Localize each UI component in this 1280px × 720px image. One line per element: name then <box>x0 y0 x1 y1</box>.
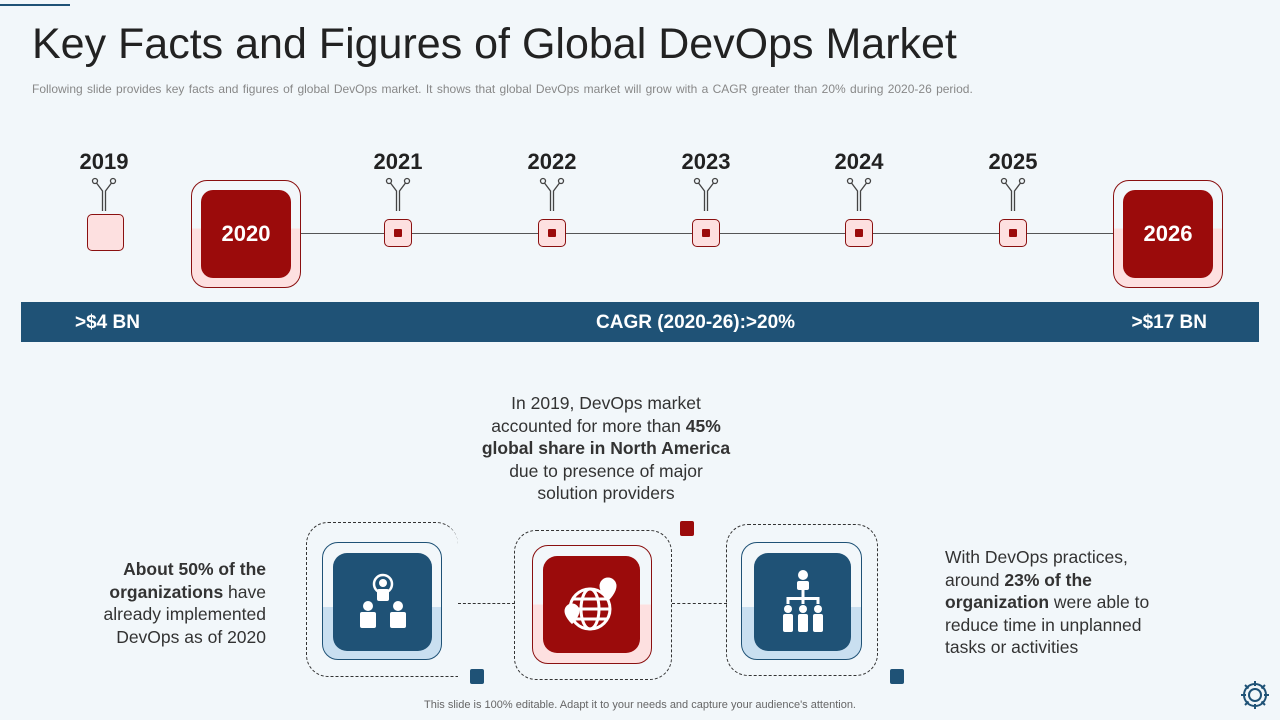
fact-line: organization were able to <box>945 592 1150 612</box>
year-label-2021: 2021 <box>373 149 423 174</box>
north-america-fact: In 2019, DevOps market accounted for mor… <box>406 392 806 505</box>
milestone-2020-label: 2020 <box>201 190 291 278</box>
time-reduction-fact: With DevOps practices, around 23% of the… <box>945 546 1205 659</box>
connector-icon <box>846 177 872 211</box>
footer-note: This slide is 100% editable. Adapt it to… <box>424 699 856 711</box>
connector-icon <box>385 177 411 211</box>
fact-line: DevOps as of 2020 <box>116 626 266 647</box>
fact-line: solution providers <box>537 483 675 503</box>
fact-line: tasks or activities <box>945 637 1079 657</box>
globe-location-icon <box>543 556 640 653</box>
milestone-2026-label: 2026 <box>1123 190 1213 278</box>
fact-line: organizations have <box>109 581 266 602</box>
start-value: >$4 BN <box>75 312 140 333</box>
fact-line: around 23% of the <box>945 569 1092 590</box>
accent-square <box>680 521 694 536</box>
fact-line: reduce time in unplanned <box>945 614 1142 635</box>
year-label-2023: 2023 <box>681 149 731 174</box>
adoption-fact: About 50% of the organizations have alre… <box>46 558 266 648</box>
gear-icon <box>1238 678 1272 712</box>
connector-icon <box>1000 177 1026 211</box>
fact-line: global share in North America <box>481 438 731 458</box>
fact-line: already implemented <box>103 604 266 624</box>
accent-square <box>890 669 904 684</box>
connector-icon <box>91 177 117 211</box>
target-team-icon <box>333 553 432 651</box>
dashed-connector <box>672 603 727 604</box>
milestone-2025-marker <box>999 219 1027 247</box>
dashed-frame <box>306 522 458 677</box>
dashed-connector <box>458 603 515 604</box>
cagr-bar: >$4 BN CAGR (2020-26):>20% >$17 BN <box>21 302 1259 342</box>
connector-icon <box>539 177 565 211</box>
year-label-2022: 2022 <box>527 149 577 174</box>
year-label-2024: 2024 <box>834 149 884 174</box>
connector-icon <box>693 177 719 211</box>
dashed-frame <box>726 524 878 676</box>
milestone-2019-box <box>87 214 124 251</box>
market-share-card <box>532 545 652 664</box>
dashed-frame <box>514 530 672 680</box>
fact-line: In 2019, DevOps market <box>511 393 701 413</box>
accent-square <box>470 669 484 684</box>
fact-line: due to presence of major <box>509 460 703 481</box>
time-reduction-card <box>741 542 862 660</box>
page-subtitle: Following slide provides key facts and f… <box>32 82 973 96</box>
milestone-2026: 2026 <box>1113 180 1223 288</box>
milestone-2024-marker <box>845 219 873 247</box>
org-hierarchy-icon <box>754 553 851 651</box>
year-label-2019: 2019 <box>79 149 129 174</box>
fact-line: With DevOps practices, <box>945 547 1128 567</box>
milestone-2022-marker <box>538 219 566 247</box>
fact-line: About 50% of the <box>123 559 266 579</box>
year-label-2025: 2025 <box>988 149 1038 174</box>
milestone-2021-marker <box>384 219 412 247</box>
page-title: Key Facts and Figures of Global DevOps M… <box>32 20 957 68</box>
milestone-2023-marker <box>692 219 720 247</box>
adoption-card <box>322 542 442 660</box>
top-accent-line <box>0 4 70 6</box>
cagr-value: CAGR (2020-26):>20% <box>596 312 796 333</box>
milestone-2020: 2020 <box>191 180 301 288</box>
fact-line: accounted for more than 45% <box>491 415 721 436</box>
end-value: >$17 BN <box>1131 312 1207 333</box>
